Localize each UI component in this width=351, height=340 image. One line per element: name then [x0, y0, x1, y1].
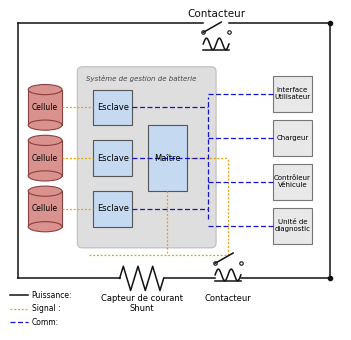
- Text: Cellule: Cellule: [32, 154, 58, 163]
- FancyBboxPatch shape: [93, 89, 132, 125]
- FancyBboxPatch shape: [273, 76, 312, 112]
- Text: Esclave: Esclave: [97, 204, 129, 214]
- Ellipse shape: [28, 135, 62, 146]
- Text: Contacteur: Contacteur: [205, 294, 251, 303]
- FancyBboxPatch shape: [28, 140, 62, 176]
- Text: Chargeur: Chargeur: [276, 135, 309, 141]
- FancyBboxPatch shape: [93, 191, 132, 227]
- FancyBboxPatch shape: [273, 208, 312, 244]
- Text: Shunt: Shunt: [129, 304, 154, 313]
- FancyBboxPatch shape: [273, 120, 312, 156]
- Text: Esclave: Esclave: [97, 103, 129, 112]
- FancyBboxPatch shape: [77, 67, 216, 248]
- Text: Signal :: Signal :: [32, 304, 60, 313]
- Text: Esclave: Esclave: [97, 154, 129, 163]
- Text: Contacteur: Contacteur: [187, 9, 245, 19]
- Text: Capteur de courant: Capteur de courant: [101, 294, 183, 303]
- Text: Maître: Maître: [154, 154, 180, 163]
- Text: Unité de
diagnostic: Unité de diagnostic: [274, 219, 310, 232]
- Text: Interface
Utilisateur: Interface Utilisateur: [274, 87, 310, 100]
- FancyBboxPatch shape: [93, 140, 132, 176]
- Ellipse shape: [28, 186, 62, 196]
- Text: Système de gestion de batterie: Système de gestion de batterie: [86, 75, 196, 82]
- FancyBboxPatch shape: [28, 191, 62, 227]
- Text: Contrôleur
Véhicule: Contrôleur Véhicule: [274, 175, 311, 188]
- Text: Puissance:: Puissance:: [32, 291, 72, 300]
- Text: Comm:: Comm:: [32, 318, 59, 327]
- Ellipse shape: [28, 85, 62, 95]
- Text: Cellule: Cellule: [32, 103, 58, 112]
- FancyBboxPatch shape: [28, 89, 62, 125]
- Ellipse shape: [28, 171, 62, 181]
- FancyBboxPatch shape: [273, 164, 312, 200]
- FancyBboxPatch shape: [147, 125, 186, 191]
- Ellipse shape: [28, 120, 62, 130]
- Text: Cellule: Cellule: [32, 204, 58, 214]
- Ellipse shape: [28, 222, 62, 232]
